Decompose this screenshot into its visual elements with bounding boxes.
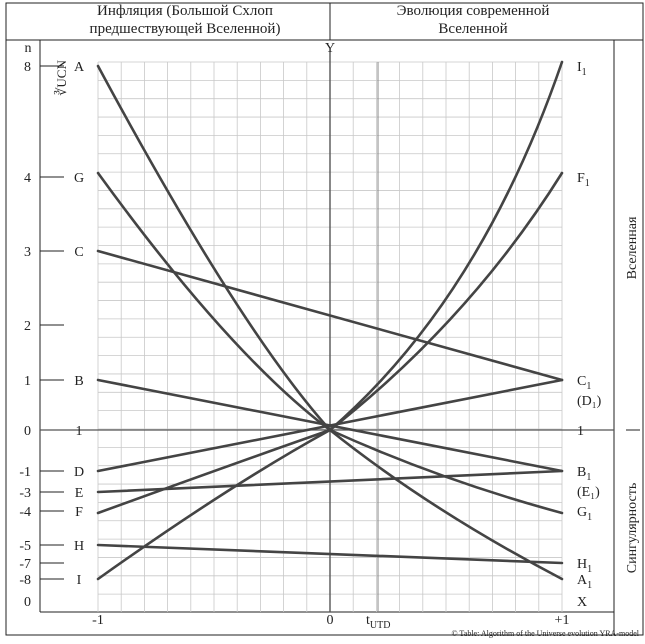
left-point-label: I — [77, 573, 82, 588]
curve-I — [96, 428, 332, 581]
n-value-label: 1 — [24, 374, 31, 389]
right-label-universe: Вселенная — [625, 216, 640, 279]
n-value-label: 2 — [24, 319, 31, 334]
right-point-label: C1 — [577, 374, 591, 392]
n-value-label: 3 — [24, 245, 31, 260]
x-axis-end-label: X — [577, 595, 587, 610]
left-point-label: E — [75, 486, 84, 501]
credit-text: © Table: Algorithm of the Universe evolu… — [451, 629, 640, 638]
root-axis-title: ∛UCN — [54, 60, 69, 96]
right-point-label: F1 — [577, 171, 590, 189]
n-value-label: 8 — [24, 60, 31, 75]
right-point-extra-label: (D₁) — [577, 394, 602, 409]
curve-F — [96, 428, 332, 515]
x-tick-label: +1 — [555, 613, 570, 628]
header-modern-evolution: Эволюция современной Вселенной — [396, 3, 550, 37]
curve-A — [96, 64, 332, 432]
curve-A1 — [328, 428, 564, 581]
n-value-label: -4 — [19, 505, 31, 520]
right-point-label: I1 — [577, 60, 587, 78]
x-tick-label: 0 — [327, 613, 334, 628]
left-point-label: F — [75, 505, 83, 520]
right-point-label: 1 — [577, 424, 584, 439]
n-value-label: 4 — [24, 171, 31, 186]
curve-G — [96, 171, 332, 432]
y-axis-title: Y — [325, 41, 335, 56]
right-point-label: B1 — [577, 465, 591, 483]
line-D-D1 — [96, 378, 564, 473]
left-point-label: B — [74, 374, 83, 389]
left-point-label: G — [74, 171, 84, 186]
x-tick-label: -1 — [92, 613, 104, 628]
header-inflation: Инфляция (Большой Схлоп предшествующей В… — [89, 3, 281, 37]
n-value-label: -3 — [19, 486, 31, 501]
line-H-H1 — [96, 543, 564, 565]
right-point-label: G1 — [577, 505, 592, 523]
right-point-label: A1 — [577, 573, 592, 591]
left-point-label: H — [74, 539, 84, 554]
n-value-label: -5 — [19, 539, 31, 554]
n-axis-title: n — [25, 41, 32, 56]
right-point-extra-label: (E₁) — [577, 485, 600, 500]
left-point-label: 1 — [76, 424, 83, 439]
left-point-label: C — [74, 245, 83, 260]
outer-frame — [5, 2, 644, 636]
curve-F1 — [328, 171, 564, 432]
n-value-label: -1 — [19, 465, 31, 480]
n-value-label: -8 — [19, 573, 31, 588]
x-axis-title: tUTD — [366, 613, 390, 631]
right-label-singularity: Сингулярность — [625, 483, 640, 573]
curves-group — [96, 60, 564, 581]
line-E-E1 — [96, 469, 564, 494]
curve-I1 — [328, 60, 564, 432]
n-value-label: 0 — [24, 595, 31, 610]
left-point-label: D — [74, 465, 84, 480]
curve-G1 — [328, 428, 564, 515]
left-point-label: A — [74, 60, 85, 75]
n-value-label: -7 — [19, 557, 31, 572]
n-value-label: 0 — [24, 424, 31, 439]
